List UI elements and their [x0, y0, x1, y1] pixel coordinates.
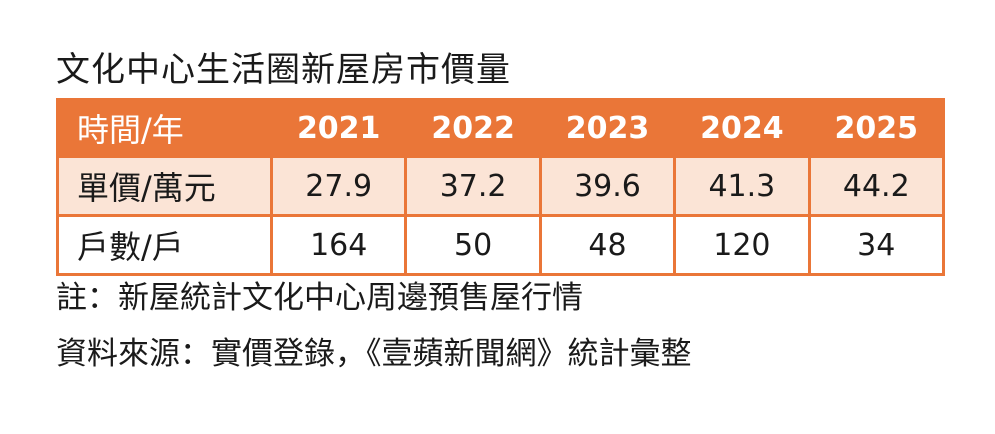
- row-label-households: 戶數/戶: [56, 214, 273, 276]
- table-title: 文化中心生活圈新屋房市價量: [56, 50, 511, 90]
- row-label-unit-price: 單價/萬元: [56, 155, 273, 217]
- footnote: 註：新屋統計文化中心周邊預售屋行情: [56, 280, 583, 316]
- price-volume-table: 時間/年 2021 2022 2023 2024 2025 單價/萬元 27.9…: [56, 98, 945, 276]
- unit-price-cell-2024: 41.3: [673, 155, 811, 217]
- table-row-households: 戶數/戶 164 50 48 120 34: [56, 214, 945, 276]
- year-header-2021: 2021: [269, 98, 408, 158]
- unit-price-cell-2021: 27.9: [269, 155, 408, 217]
- year-header-2023: 2023: [538, 98, 677, 158]
- year-header-2025: 2025: [807, 98, 945, 158]
- unit-price-cell-2022: 37.2: [404, 155, 542, 217]
- households-cell-2021: 164: [269, 214, 408, 276]
- households-cell-2023: 48: [538, 214, 677, 276]
- table-row-unit-price: 單價/萬元 27.9 37.2 39.6 41.3 44.2: [56, 155, 945, 217]
- households-cell-2022: 50: [404, 214, 542, 276]
- households-cell-2024: 120: [673, 214, 811, 276]
- households-cell-2025: 34: [807, 214, 945, 276]
- unit-price-cell-2023: 39.6: [538, 155, 677, 217]
- source-note: 資料來源：實價登錄，《壹蘋新聞網》統計彙整: [56, 336, 692, 372]
- year-header-2022: 2022: [404, 98, 542, 158]
- year-header-2024: 2024: [673, 98, 811, 158]
- header-label-cell: 時間/年: [56, 98, 273, 158]
- header-row: 時間/年 2021 2022 2023 2024 2025: [56, 98, 945, 158]
- unit-price-cell-2025: 44.2: [807, 155, 945, 217]
